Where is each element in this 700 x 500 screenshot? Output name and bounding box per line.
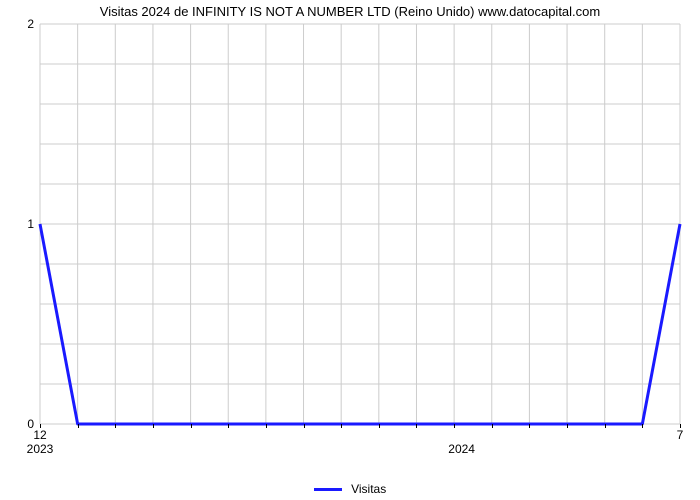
- x-tick-label: 2023: [27, 442, 54, 456]
- plot-area: 01212202320247: [40, 24, 680, 424]
- x-tick-mark: [153, 424, 154, 428]
- x-tick-mark: [228, 424, 229, 428]
- x-tick-mark: [78, 424, 79, 428]
- chart-svg: [40, 24, 680, 424]
- y-tick-label: 2: [27, 17, 34, 31]
- chart-container: Visitas 2024 de INFINITY IS NOT A NUMBER…: [0, 0, 700, 500]
- chart-title: Visitas 2024 de INFINITY IS NOT A NUMBER…: [0, 4, 700, 19]
- x-tick-mark: [642, 424, 643, 428]
- x-tick-mark: [115, 424, 116, 428]
- x-tick-mark: [341, 424, 342, 428]
- x-tick-mark: [492, 424, 493, 428]
- series-line-visitas: [40, 224, 680, 424]
- x-tick-label: 2024: [448, 442, 475, 456]
- x-tick-mark: [304, 424, 305, 428]
- legend-swatch: [314, 488, 342, 491]
- x-tick-mark: [379, 424, 380, 428]
- legend: Visitas: [0, 482, 700, 496]
- x-tick-mark: [605, 424, 606, 428]
- y-tick-label: 1: [27, 217, 34, 231]
- x-tick-mark: [266, 424, 267, 428]
- x-tick-label: 7: [677, 428, 684, 442]
- x-tick-label: 12: [33, 428, 46, 442]
- x-tick-mark: [416, 424, 417, 428]
- x-tick-mark: [529, 424, 530, 428]
- x-tick-mark: [454, 424, 455, 428]
- legend-label: Visitas: [351, 482, 386, 496]
- x-tick-mark: [567, 424, 568, 428]
- x-tick-mark: [191, 424, 192, 428]
